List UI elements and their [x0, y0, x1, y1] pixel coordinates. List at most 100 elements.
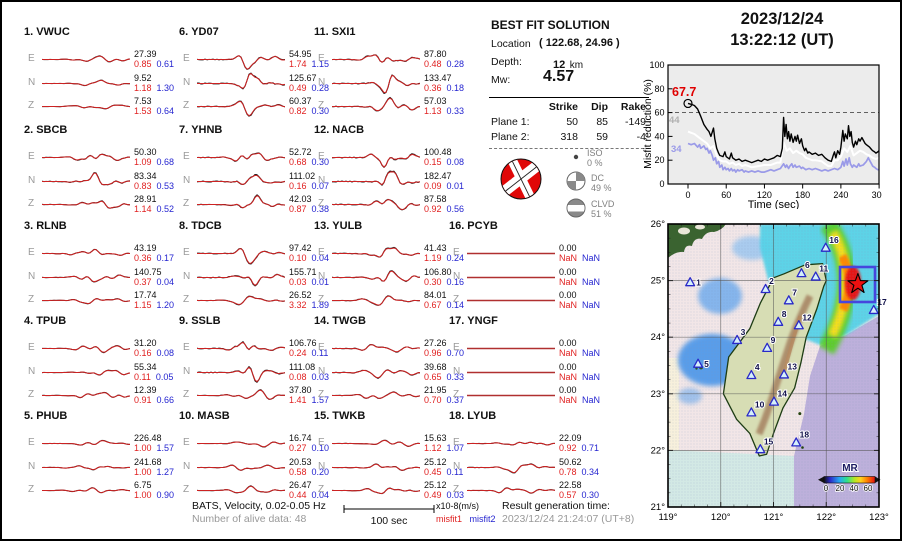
event-date: 2023/12/24	[740, 10, 824, 28]
amplitude-value: 28.91	[134, 194, 157, 204]
trace-row-n: N 0.00 NaN NaN	[449, 266, 604, 289]
plane1-label: Plane 1:	[491, 116, 530, 128]
trace-values: 97.42 0.10 0.04	[289, 243, 335, 263]
station-title: 15. TWKB	[314, 410, 368, 422]
amplitude-value: 41.43	[424, 243, 447, 253]
trace-values: 50.30 1.09 0.68	[134, 147, 180, 167]
station-panel-pcyb: 16. PCYB E 0.00 NaN NaN N 0.00 NaN NaN Z 0.00 NaN NaN	[449, 220, 604, 316]
amplitude-value: 100.48	[424, 147, 452, 157]
station-title: 12. NACB	[314, 124, 367, 136]
waveform-plot	[197, 365, 285, 383]
chart-annotation-1: 44	[669, 115, 680, 126]
amplitude-value: 83.34	[134, 170, 157, 181]
misfit1-value: 0.65	[424, 371, 442, 382]
synthetic-trace	[197, 174, 285, 185]
station-panel-sbcb: 2. SBCB E 50.30 1.09 0.68 N 83.34 0.83 0.53 Z 28.91…	[24, 124, 179, 220]
misfit-values: 0.45 0.11	[424, 467, 470, 477]
misfit1-value: 0.82	[289, 106, 307, 116]
misfit2-value: 0.04	[311, 490, 330, 500]
misfit2-value: 0.03	[446, 490, 465, 500]
misfit2-value: 0.03	[311, 371, 330, 382]
trace-row-n: N 182.47 0.09 0.01	[314, 169, 469, 193]
channel-label: N	[28, 76, 36, 88]
synthetic-trace	[332, 439, 420, 447]
misfit-values: 0.92 0.56	[424, 204, 470, 214]
station-panel-sslb: 9. SSLB E 106.76 0.24 0.11 N 111.08 0.08 0.03 Z 37.…	[179, 315, 334, 411]
map-station-label-14: 14	[778, 389, 788, 399]
misfit-series-0	[687, 102, 880, 164]
misfit1-value: 1.00	[134, 443, 152, 453]
misfit1-value: 0.83	[134, 180, 152, 191]
misfit1-value: 0.36	[424, 82, 442, 93]
waveform-plot	[332, 295, 420, 306]
map-station-marker-12	[793, 320, 804, 330]
misfit2-legend: misfit2	[469, 514, 496, 524]
waveform-plot	[467, 252, 555, 255]
amplitude-value: 43.19	[134, 243, 157, 253]
x-tick-label: 0	[685, 190, 690, 200]
depth-value-group: 12 km	[553, 55, 583, 73]
trace-row-z: Z 60.37 0.82 0.30	[179, 95, 334, 118]
misfit-values: 0.70 0.37	[424, 395, 470, 405]
misfit-values: 1.00 0.90	[134, 490, 180, 500]
misfit1-value: 0.49	[289, 82, 307, 93]
station-number: 3.	[24, 220, 34, 232]
map-station-marker-5	[693, 358, 704, 368]
amplitude-value: 16.74	[289, 433, 312, 443]
station-name: TWKB	[332, 410, 366, 422]
dc-icon	[566, 171, 586, 191]
amplitude-value: 20.53	[289, 456, 312, 467]
y-tick-label: 40	[654, 131, 664, 141]
misfit2-value: 1.57	[311, 395, 330, 405]
trace-values: 83.34 0.83 0.53	[134, 171, 180, 191]
lon-axis-label: 122°	[816, 512, 836, 523]
misfit2-value: NaN	[582, 348, 601, 358]
channel-label: E	[183, 342, 190, 353]
synthetic-trace	[42, 249, 130, 256]
synthetic-trace	[197, 366, 285, 382]
misfit2-value: 0.66	[156, 395, 175, 405]
synthetic-trace	[197, 72, 285, 89]
map-station-label-7: 7	[792, 287, 797, 297]
misfit-values: 0.10 0.04	[289, 253, 335, 263]
misfit-values: 1.14 0.52	[134, 204, 180, 214]
station-panel-yulb: 13. YULB E 41.43 1.19 0.24 N 106.80 0.30 0.16 Z 84.…	[314, 220, 469, 316]
waveform-plot	[467, 299, 555, 302]
trace-row-e: E 43.19 0.36 0.17	[24, 242, 179, 265]
waveform-plot	[197, 389, 285, 400]
channel-label: E	[28, 53, 35, 64]
synthetic-trace	[332, 344, 420, 353]
chart-plot-area	[668, 65, 879, 184]
station-name: RLNB	[36, 220, 67, 232]
channel-label: Z	[28, 198, 35, 209]
station-title: 8. TDCB	[179, 220, 225, 232]
misfit2-value: 0.64	[156, 106, 175, 116]
waveform-plot	[197, 341, 285, 351]
channel-label: E	[28, 342, 35, 353]
channel-label: N	[183, 270, 191, 282]
waveform-plot	[467, 487, 555, 494]
misfit2-value: 0.08	[446, 157, 465, 167]
waveform-plot	[42, 298, 130, 305]
best-fit-title: BEST FIT SOLUTION	[491, 18, 610, 32]
trace-row-e: E 87.80 0.48 0.28	[314, 48, 469, 71]
trace-row-n: N 106.80 0.30 0.16	[314, 266, 469, 289]
misfit-values: 0.36 0.18	[424, 83, 470, 93]
synthetic-trace	[42, 273, 130, 282]
station-title: 14. TWGB	[314, 315, 369, 327]
trace-values: 52.72 0.68 0.30	[289, 147, 335, 167]
trace-row-e: E 54.95 1.74 1.15	[179, 48, 334, 71]
misfit1-value: 0.45	[424, 466, 442, 477]
channel-label: N	[453, 270, 461, 282]
waveform-plot	[42, 248, 130, 256]
amplitude-value: 106.80	[424, 266, 452, 277]
x-tick-label: 300	[872, 190, 882, 200]
china-coast	[668, 224, 726, 258]
channel-label: Z	[318, 389, 325, 400]
observed-trace	[197, 72, 285, 90]
misfit-values: NaN NaN	[559, 300, 605, 310]
station-panel-twgb: 14. TWGB E 27.26 0.96 0.70 N 39.68 0.65 0.33 Z 21.9…	[314, 315, 469, 411]
amplitude-value: 27.39	[134, 49, 157, 59]
amplitude-value: 125.67	[289, 72, 317, 83]
trace-row-n: N 241.68 1.00 1.27	[24, 456, 179, 479]
